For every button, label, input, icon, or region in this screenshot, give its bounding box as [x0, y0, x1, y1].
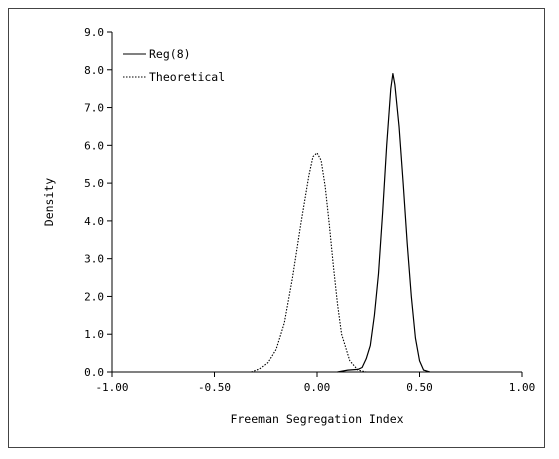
- y-tick-label: 1.0: [84, 328, 104, 341]
- series-line-reg8: [337, 72, 430, 373]
- x-tick-label: -1.00: [95, 381, 128, 394]
- y-tick-label: 9.0: [84, 26, 104, 39]
- y-tick-label: 4.0: [84, 215, 104, 228]
- series-layer: [251, 72, 430, 373]
- chart-frame: 0.0 1.0 2.0 3.0 4.0 5.0 6.0 7.0 8.0 9.0 -1.00 -0.5…: [8, 8, 545, 448]
- y-tick-label: 3.0: [84, 253, 104, 266]
- legend-label-theoretical: Theoretical: [149, 70, 225, 84]
- y-tick-label: 8.0: [84, 64, 104, 77]
- y-tick-label: 5.0: [84, 177, 104, 190]
- x-tick-label: -0.50: [198, 381, 231, 394]
- series-line-theoretical: [251, 152, 367, 373]
- x-axis-title: Freeman Segregation Index: [230, 412, 403, 426]
- x-tick-label: 0.00: [304, 381, 331, 394]
- legend-label-reg8: Reg(8): [149, 47, 191, 61]
- y-ticks: 0.0 1.0 2.0 3.0 4.0 5.0 6.0 7.0 8.0 9.0: [84, 26, 112, 379]
- legend: Reg(8) Theoretical: [123, 47, 225, 84]
- x-tick-label: 0.50: [406, 381, 433, 394]
- y-tick-label: 7.0: [84, 102, 104, 115]
- density-chart: 0.0 1.0 2.0 3.0 4.0 5.0 6.0 7.0 8.0 9.0 -1.00 -0.5…: [42, 26, 535, 426]
- y-tick-label: 2.0: [84, 290, 104, 303]
- y-tick-label: 0.0: [84, 366, 104, 379]
- x-tick-label: 1.00: [509, 381, 536, 394]
- x-ticks: -1.00 -0.50 0.00 0.50 1.00: [95, 372, 535, 394]
- y-axis-title: Density: [42, 178, 56, 227]
- y-tick-label: 6.0: [84, 139, 104, 152]
